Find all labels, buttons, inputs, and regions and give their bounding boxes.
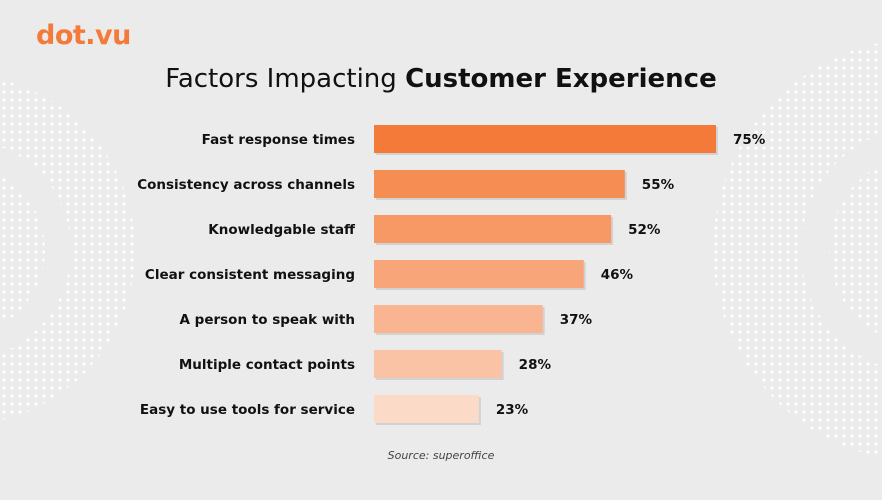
value-label: 46% (601, 267, 634, 283)
bar (374, 215, 612, 243)
bar (374, 350, 502, 378)
category-label: Consistency across channels (137, 177, 355, 193)
value-label: 75% (733, 132, 766, 148)
bar (374, 260, 584, 288)
bar (374, 125, 716, 153)
category-label: Easy to use tools for service (140, 402, 355, 418)
category-label: Knowledgable staff (208, 222, 356, 238)
bar (374, 395, 479, 423)
category-label: Clear consistent messaging (145, 267, 355, 283)
title-regular: Factors Impacting (165, 64, 406, 94)
dotvu-logo: dot.vu (36, 22, 131, 49)
ring-right (801, 133, 882, 367)
bar (374, 170, 625, 198)
source-note: Source: superoffice (387, 449, 495, 462)
logo-text-vu: .vu (85, 20, 131, 51)
ring-left (0, 146, 71, 354)
value-label: 55% (642, 177, 675, 193)
title-bold: Customer Experience (405, 64, 717, 94)
logo-text-dot: dot (36, 20, 86, 51)
bar (374, 305, 543, 333)
value-label: 37% (560, 312, 593, 328)
dotted-circle-right (713, 42, 882, 458)
category-label: Multiple contact points (179, 357, 355, 373)
category-label: A person to speak with (180, 312, 355, 328)
category-label: Fast response times (202, 132, 355, 148)
value-label: 23% (496, 402, 529, 418)
chart-title: Factors Impacting Customer Experience (0, 64, 882, 95)
value-label: 28% (519, 357, 552, 373)
value-label: 52% (628, 222, 661, 238)
